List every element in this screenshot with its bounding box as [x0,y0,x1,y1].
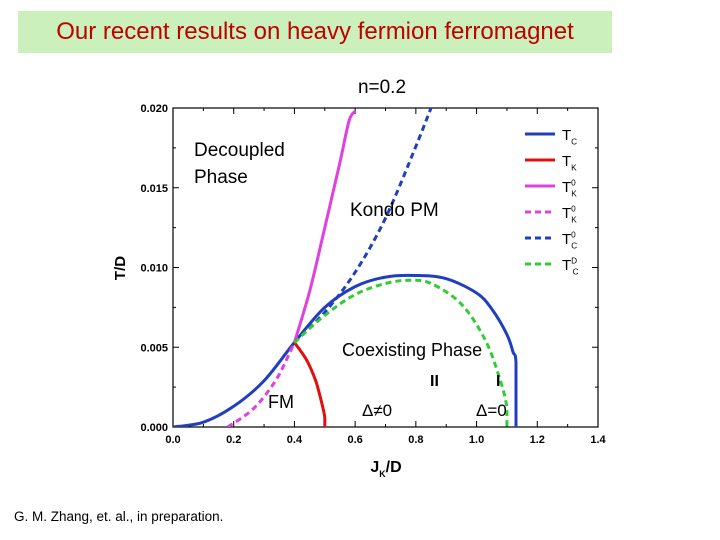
y-tick-label: 0.015 [140,183,168,195]
legend-label-5: TD C [562,256,579,276]
annotation-fm: FM [268,392,294,412]
x-axis-label: JK/D [370,459,401,479]
annotation-coexisting: Coexisting Phase [342,340,482,360]
x-tick-label: 1.2 [530,434,545,446]
x-tick-label: 0.2 [226,434,241,446]
chart-title: n=0.2 [358,77,406,98]
y-tick-label: 0.010 [140,263,168,275]
phase-diagram-chart: 0.0 0.2 0.4 0.6 0.8 1.0 1.2 1.4 0.000 0.005 0.010 0… [112,77,607,479]
series-line-2 [292,110,357,343]
citation-text: G. M. Zhang, et. al., in preparation. [14,509,224,524]
y-axis-label: T/D [112,256,129,280]
x-tick-label: 0.8 [408,434,423,446]
annotation-delta-zero: Δ=0 [476,401,507,420]
y-tick-label: 0.000 [140,422,168,434]
x-tick-label: 1.0 [469,434,484,446]
annotation-kondo-pm: Kondo PM [350,200,439,221]
legend-label-4: T0 C [562,230,577,250]
legend-label-0: TC [562,127,577,147]
x-tick-label: 0.0 [165,434,180,446]
y-tick-label: 0.020 [140,103,168,115]
series-line-0 [173,273,518,427]
x-tick-label: 0.6 [347,434,362,446]
legend-label-1: TK [562,153,577,173]
series-line-5 [293,278,509,427]
annotation-region-I: I [496,373,500,390]
annotation-phase: Phase [194,167,248,188]
x-tick-label: 1.4 [590,434,606,446]
slide-title-banner: Our recent results on heavy fermion ferr… [18,11,612,53]
legend-label-2: T0 K [562,178,577,198]
annotation-decoupled: Decoupled [194,140,285,161]
series-line-1 [293,341,327,427]
y-tick-label: 0.005 [140,342,168,354]
series-line-3 [226,341,296,427]
annotation-delta-nonzero: Δ≠0 [362,401,392,420]
annotation-region-II: II [430,373,439,390]
x-tick-label: 0.4 [287,434,303,446]
plot-layer: 0.0 0.2 0.4 0.6 0.8 1.0 1.2 1.4 0.000 0.005 0.010 0… [112,77,607,479]
legend-label-3: T0 K [562,204,577,224]
